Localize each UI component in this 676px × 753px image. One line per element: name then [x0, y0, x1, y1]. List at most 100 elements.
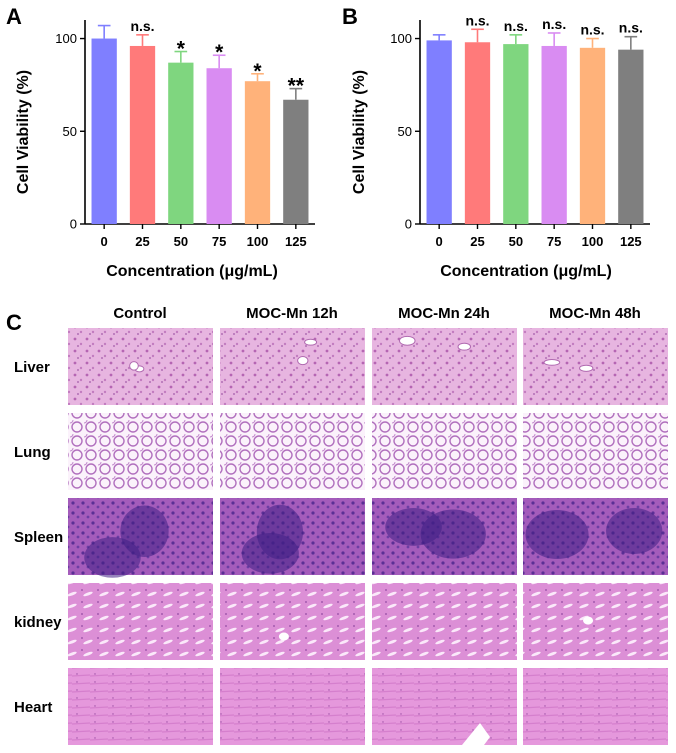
central-vein — [579, 364, 594, 372]
histology-image-lung — [68, 413, 213, 490]
tissue-texture — [220, 328, 365, 405]
tissue-texture — [523, 668, 668, 745]
lymphoid-follicle — [385, 508, 442, 546]
chart-b-bar — [541, 45, 567, 224]
histology-image-lung — [372, 413, 517, 490]
tissue-texture — [372, 413, 517, 490]
histology-image-kidney — [68, 583, 213, 660]
lymphoid-follicle — [606, 508, 663, 554]
histology-image-lung — [220, 413, 365, 490]
chart-a-xtick-label: 25 — [135, 234, 149, 249]
panel-label-b: B — [342, 4, 358, 29]
histology-image-liver — [372, 328, 517, 405]
chart-a-ytick-label: 0 — [70, 217, 77, 232]
chart-a-xtick-label: 50 — [174, 234, 188, 249]
chart-b-ytick-label: 50 — [398, 124, 412, 139]
row-label-heart: Heart — [14, 699, 52, 716]
histology-image-spleen — [220, 498, 365, 575]
chart-a-significance-label: ** — [288, 75, 305, 98]
histology-image-lung — [523, 413, 668, 490]
chart-b-bar — [579, 47, 606, 225]
tissue-texture — [220, 668, 365, 745]
chart-b-significance-label: n.s. — [580, 22, 604, 38]
column-header-48h: MOC-Mn 48h — [549, 305, 641, 322]
chart-a-bar — [206, 68, 232, 224]
chart-b-bar — [464, 42, 491, 224]
chart-b-xtick-label: 50 — [509, 234, 523, 249]
chart-a-bar — [91, 38, 117, 224]
tissue-texture — [68, 583, 213, 660]
tissue-texture — [523, 583, 668, 660]
chart-b-significance-label: n.s. — [465, 12, 489, 28]
chart-b-xtick-label: 100 — [582, 234, 604, 249]
chart-a-significance-label: * — [253, 60, 262, 83]
chart-a-xlabel: Concentration (μg/mL) — [106, 263, 278, 280]
row-label-spleen: Spleen — [14, 529, 63, 546]
histology-image-liver — [68, 328, 213, 405]
chart-a-bar — [168, 62, 194, 225]
tissue-texture — [523, 328, 668, 405]
central-vein — [304, 338, 318, 346]
panel-label-c: C — [6, 310, 22, 335]
chart-a-significance-label: * — [215, 41, 224, 64]
tissue-texture — [220, 413, 365, 490]
chart-a-ylabel: Cell Viability (%) — [15, 70, 32, 194]
tubule-lumen — [278, 632, 289, 641]
chart-a-ytick-label: 50 — [63, 124, 77, 139]
histology-image-liver — [220, 328, 365, 405]
histology-image-spleen — [372, 498, 517, 575]
histology-image-kidney — [220, 583, 365, 660]
tissue-gap — [462, 723, 490, 745]
chart-a-bar — [283, 99, 309, 224]
row-label-liver: Liver — [14, 359, 50, 376]
column-header-control: Control — [113, 305, 166, 322]
chart-b-xtick-label: 75 — [547, 234, 561, 249]
chart-b-significance-label: n.s. — [504, 18, 528, 34]
chart-b-xtick-label: 25 — [470, 234, 484, 249]
lymphoid-follicle — [241, 533, 299, 574]
tissue-texture — [372, 583, 517, 660]
central-vein — [399, 335, 416, 346]
chart-a-ytick-label: 100 — [55, 31, 77, 46]
tissue-texture — [68, 413, 213, 490]
histology-image-heart — [523, 668, 668, 745]
lymphoid-follicle — [525, 510, 589, 559]
histology-grid: Control MOC-Mn 12h MOC-Mn 24h MOC-Mn 48h… — [14, 305, 668, 745]
chart-a-bar — [244, 81, 271, 224]
chart-b-ytick-label: 0 — [405, 217, 412, 232]
chart-b-xtick-label: 0 — [436, 234, 443, 249]
tissue-texture — [68, 668, 213, 745]
histology-image-kidney — [372, 583, 517, 660]
tissue-texture — [372, 668, 517, 745]
chart-b-significance-label: n.s. — [542, 16, 566, 32]
row-label-lung: Lung — [14, 444, 51, 461]
tissue-texture — [372, 328, 517, 405]
histology-image-heart — [372, 668, 517, 745]
chart-b-ylabel: Cell Viability (%) — [351, 70, 368, 194]
lymphoid-follicle — [120, 505, 169, 557]
chart-a-xtick-label: 100 — [247, 234, 269, 249]
chart-b-bar — [426, 40, 452, 225]
column-header-12h: MOC-Mn 12h — [246, 305, 338, 322]
histology-image-liver — [523, 328, 668, 405]
chart-a-bar — [129, 45, 156, 224]
chart-a-significance-label: * — [177, 38, 186, 61]
tissue-texture — [220, 583, 365, 660]
column-header-24h: MOC-Mn 24h — [398, 305, 490, 322]
tissue-texture — [523, 413, 668, 490]
histology-image-spleen — [523, 498, 668, 575]
panel-label-a: A — [6, 4, 22, 29]
chart-b-xtick-label: 125 — [620, 234, 642, 249]
chart-b-bar — [618, 49, 644, 224]
chart-b: Cell Viability (%) Concentration (μg/mL)… — [351, 12, 650, 280]
central-vein — [129, 361, 139, 371]
row-label-kidney: kidney — [14, 614, 62, 631]
chart-b-ytick-label: 100 — [390, 31, 412, 46]
chart-b-xlabel: Concentration (μg/mL) — [440, 263, 612, 280]
chart-a-significance-label: n.s. — [130, 18, 154, 34]
central-vein — [457, 342, 472, 351]
tubule-lumen — [583, 616, 594, 625]
histology-image-kidney — [523, 583, 668, 660]
chart-a-xtick-label: 0 — [101, 234, 108, 249]
